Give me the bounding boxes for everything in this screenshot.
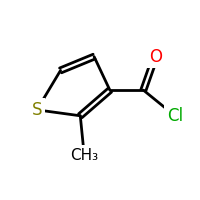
Text: Cl: Cl — [167, 107, 183, 125]
Text: CH₃: CH₃ — [70, 148, 98, 163]
Text: S: S — [32, 101, 42, 119]
Text: O: O — [149, 48, 162, 66]
